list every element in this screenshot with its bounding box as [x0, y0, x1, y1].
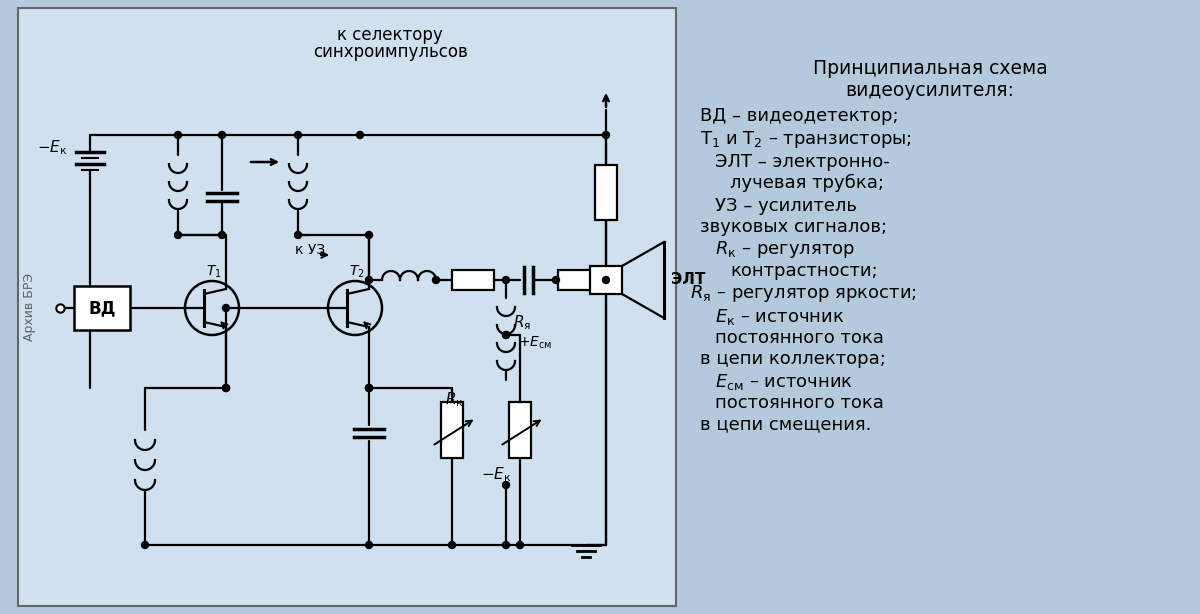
Text: синхроимпульсов: синхроимпульсов — [313, 43, 467, 61]
Text: постоянного тока: постоянного тока — [715, 394, 884, 412]
Bar — [558, 270, 594, 290]
Bar — [590, 266, 622, 294]
Circle shape — [366, 542, 372, 548]
Text: ЭЛТ – электронно-: ЭЛТ – электронно- — [715, 153, 889, 171]
Text: в цепи коллектора;: в цепи коллектора; — [700, 350, 886, 368]
Text: $E_{\rm к}$ – источник: $E_{\rm к}$ – источник — [715, 307, 845, 327]
Circle shape — [174, 231, 181, 238]
Circle shape — [516, 542, 523, 548]
Text: $-E_{\rm к}$: $-E_{\rm к}$ — [481, 465, 511, 484]
Text: постоянного тока: постоянного тока — [715, 329, 884, 347]
Circle shape — [142, 542, 149, 548]
Text: $R_{\rm к}$: $R_{\rm к}$ — [445, 391, 463, 410]
Text: УЗ – усилитель: УЗ – усилитель — [715, 197, 857, 215]
Text: лучевая трубка;: лучевая трубка; — [730, 174, 884, 192]
Text: звуковых сигналов;: звуковых сигналов; — [700, 218, 887, 236]
Circle shape — [366, 384, 372, 392]
Bar — [509, 402, 530, 458]
Circle shape — [222, 384, 229, 392]
Bar — [452, 270, 494, 290]
Circle shape — [174, 131, 181, 139]
Text: $T_1$: $T_1$ — [206, 264, 222, 280]
Circle shape — [366, 276, 372, 284]
Text: $E_{\rm см}$ – источник: $E_{\rm см}$ – источник — [715, 372, 853, 392]
Text: видеоусилителя:: видеоусилителя: — [846, 80, 1014, 99]
Text: ВД: ВД — [89, 299, 115, 317]
Circle shape — [602, 276, 610, 284]
Bar — [18, 8, 676, 606]
Circle shape — [552, 276, 559, 284]
Text: $R_{\rm я}$: $R_{\rm я}$ — [512, 314, 532, 332]
Text: $R_{\rm я}$ – регулятор яркости;: $R_{\rm я}$ – регулятор яркости; — [690, 284, 917, 305]
Text: в цепи смещения.: в цепи смещения. — [700, 415, 871, 433]
Bar — [442, 402, 463, 458]
Text: Архив БРЭ: Архив БРЭ — [24, 273, 36, 341]
Circle shape — [294, 231, 301, 238]
Circle shape — [503, 332, 510, 338]
Text: к селектору: к селектору — [337, 26, 443, 44]
Circle shape — [449, 542, 456, 548]
Circle shape — [503, 276, 510, 284]
Text: ВД – видеодетектор;: ВД – видеодетектор; — [700, 107, 899, 125]
Circle shape — [503, 481, 510, 489]
Circle shape — [218, 231, 226, 238]
Text: $-E_{\rm к}$: $-E_{\rm к}$ — [37, 139, 67, 157]
Circle shape — [294, 131, 301, 139]
Text: ЭЛТ: ЭЛТ — [671, 273, 706, 287]
Circle shape — [602, 131, 610, 139]
Text: $T_2$: $T_2$ — [349, 264, 365, 280]
Text: $R_{\rm к}$ – регулятор: $R_{\rm к}$ – регулятор — [715, 239, 854, 260]
Circle shape — [366, 384, 372, 392]
Circle shape — [503, 542, 510, 548]
Circle shape — [222, 305, 229, 311]
Circle shape — [432, 276, 439, 284]
Circle shape — [503, 332, 510, 338]
Text: Принципиальная схема: Принципиальная схема — [812, 58, 1048, 77]
Bar — [74, 286, 130, 330]
Text: контрастности;: контрастности; — [730, 262, 877, 280]
Text: $+E_{\rm см}$: $+E_{\rm см}$ — [518, 335, 552, 351]
Circle shape — [366, 231, 372, 238]
Text: Т$_1$ и Т$_2$ – транзисторы;: Т$_1$ и Т$_2$ – транзисторы; — [700, 128, 912, 149]
Text: к УЗ: к УЗ — [295, 243, 325, 257]
Bar — [595, 165, 617, 219]
Circle shape — [356, 131, 364, 139]
Circle shape — [218, 131, 226, 139]
Circle shape — [222, 384, 229, 392]
